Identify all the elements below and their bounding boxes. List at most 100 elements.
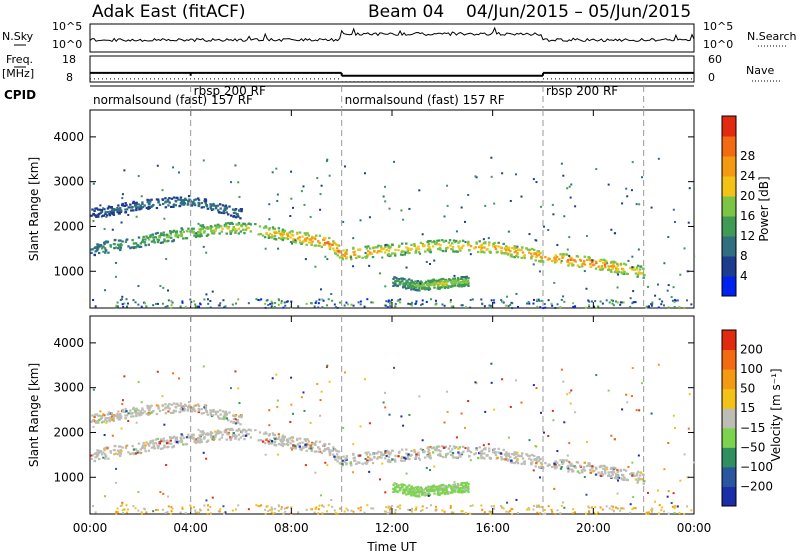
power-pixel	[198, 228, 201, 231]
power-pixel	[141, 201, 144, 204]
power-pixel	[219, 302, 222, 305]
power-pixel	[108, 212, 111, 215]
power-pixel	[449, 244, 452, 247]
velocity-pixel	[489, 457, 492, 460]
velocity-pixel	[110, 415, 114, 418]
power-pixel	[636, 264, 640, 267]
velocity-pixel	[277, 504, 280, 507]
velocity-pixel	[518, 455, 521, 458]
velocity-pixel	[152, 409, 155, 413]
velocity-pixel	[243, 438, 246, 441]
velocity-pixel	[224, 511, 227, 514]
velocity-pixel	[453, 487, 456, 490]
power-pixel	[370, 301, 373, 304]
velocity-pixel	[417, 451, 420, 454]
velocity-pixel	[169, 439, 172, 442]
velocity-pixel	[106, 417, 110, 420]
velocity-pixel	[576, 461, 580, 464]
velocity-pixel	[397, 451, 401, 454]
power-pixel	[623, 262, 626, 265]
velocity-pixel	[328, 442, 331, 446]
velocity-pixel	[380, 456, 383, 459]
velocity-pixel	[188, 436, 191, 439]
velocity-pixel	[418, 492, 421, 496]
velocity-pixel	[321, 444, 325, 447]
power-pixel	[651, 301, 654, 304]
power-pixel	[147, 238, 151, 241]
power-pixel	[212, 204, 216, 207]
power-pixel	[119, 210, 123, 214]
power-pixel	[203, 198, 207, 201]
power-pixel	[196, 234, 199, 237]
power-pixel	[342, 220, 345, 223]
power-pixel	[516, 248, 520, 251]
power-pixel	[642, 267, 645, 270]
power-pixel	[614, 300, 617, 303]
power-pixel	[223, 306, 226, 309]
colorbar-segment	[722, 136, 736, 157]
velocity-pixel	[554, 460, 557, 463]
velocity-pixel	[295, 438, 299, 442]
velocity-pixel	[602, 464, 606, 467]
power-pixel	[170, 304, 173, 307]
velocity-pixel	[135, 414, 138, 418]
velocity-pixel	[511, 453, 514, 456]
power-pixel	[589, 259, 592, 262]
power-pixel	[273, 237, 276, 240]
power-pixel	[528, 251, 531, 254]
velocity-pixel	[494, 454, 498, 457]
velocity-pixel	[119, 416, 123, 420]
velocity-pixel	[453, 484, 456, 488]
velocity-pixel	[237, 504, 240, 507]
velocity-pixel	[277, 453, 280, 456]
velocity-pixel	[370, 458, 374, 461]
velocity-pixel	[560, 368, 563, 371]
power-pixel	[161, 202, 165, 206]
power-pixel	[180, 227, 183, 230]
power-pixel	[509, 303, 512, 306]
power-pixel	[210, 230, 213, 233]
velocity-pixel	[130, 412, 134, 415]
power-pixel	[214, 204, 218, 208]
power-pixel	[93, 253, 96, 256]
velocity-pixel	[509, 509, 512, 512]
power-pixel	[405, 266, 408, 269]
velocity-pixel	[429, 456, 432, 459]
velocity-pixel	[319, 414, 322, 417]
power-pixel	[167, 235, 170, 238]
power-pixel	[376, 251, 379, 254]
velocity-pixel	[203, 406, 206, 409]
power-pixel	[514, 249, 518, 252]
power-pixel	[140, 207, 143, 210]
cpid-boundaries	[190, 86, 645, 514]
power-pixel	[457, 241, 460, 244]
velocity-pixel	[333, 455, 336, 458]
velocity-pixel	[109, 412, 112, 415]
velocity-pixel	[304, 445, 308, 449]
velocity-pixel	[492, 451, 495, 454]
power-pixel	[131, 239, 134, 242]
power-pixel	[319, 208, 322, 211]
power-pixel	[314, 265, 317, 268]
velocity-pixel	[315, 506, 318, 509]
velocity-pixel	[292, 444, 295, 447]
velocity-pixel	[310, 449, 313, 452]
velocity-pixel	[102, 413, 105, 416]
power-pixel	[92, 213, 95, 216]
power-pixel	[181, 300, 184, 303]
power-pixel	[428, 280, 431, 283]
velocity-pixel	[449, 491, 453, 494]
velocity-pixel	[647, 512, 650, 515]
power-pixel	[380, 250, 383, 253]
velocity-pixel	[650, 412, 653, 415]
power-pixel	[216, 204, 220, 207]
velocity-pixel	[103, 434, 106, 437]
velocity-pixel	[159, 491, 162, 494]
velocity-pixel	[536, 511, 539, 514]
power-pixel	[328, 236, 331, 240]
power-pixel	[616, 286, 619, 289]
velocity-pixel	[291, 412, 294, 415]
velocity-pixel	[132, 452, 136, 456]
velocity-pixel	[385, 454, 388, 458]
velocity-pixel	[109, 450, 112, 453]
